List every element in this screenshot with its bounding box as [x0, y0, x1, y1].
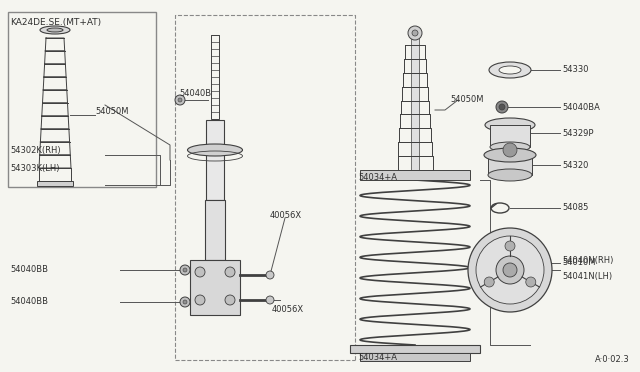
Text: 54085: 54085: [562, 203, 588, 212]
Ellipse shape: [47, 28, 63, 32]
Circle shape: [503, 143, 517, 157]
Circle shape: [180, 297, 190, 307]
Ellipse shape: [499, 66, 521, 74]
Ellipse shape: [490, 142, 530, 152]
Bar: [211, 35, 219, 119]
Text: 54050M: 54050M: [95, 108, 129, 116]
Circle shape: [175, 95, 185, 105]
Ellipse shape: [188, 144, 243, 156]
Text: A·0·02.3: A·0·02.3: [595, 356, 630, 365]
Text: 54040BB: 54040BB: [10, 298, 48, 307]
Text: 54302K(RH): 54302K(RH): [10, 145, 61, 154]
Circle shape: [468, 228, 552, 312]
Text: 54040N(RH): 54040N(RH): [562, 256, 613, 264]
Circle shape: [408, 26, 422, 40]
Text: 54040B: 54040B: [179, 89, 211, 98]
Circle shape: [266, 271, 274, 279]
Bar: [411, 35, 419, 170]
Circle shape: [225, 295, 235, 305]
Bar: [206, 120, 224, 200]
Ellipse shape: [488, 169, 532, 181]
Text: 54041N(LH): 54041N(LH): [562, 272, 612, 280]
Bar: [488, 155, 532, 175]
Text: 54040BA: 54040BA: [562, 103, 600, 112]
Ellipse shape: [485, 118, 535, 132]
Bar: [360, 170, 470, 180]
Circle shape: [195, 267, 205, 277]
Ellipse shape: [40, 26, 70, 34]
Circle shape: [195, 295, 205, 305]
Circle shape: [496, 101, 508, 113]
Circle shape: [496, 256, 524, 284]
Bar: [350, 345, 480, 353]
Circle shape: [476, 236, 544, 304]
Bar: [490, 125, 530, 147]
Text: 54010M: 54010M: [562, 258, 595, 267]
Circle shape: [526, 277, 536, 287]
Text: KA24DE.SE.(MT+AT): KA24DE.SE.(MT+AT): [10, 18, 101, 27]
Bar: [8, 12, 156, 187]
Circle shape: [503, 263, 517, 277]
Text: 54330: 54330: [562, 65, 589, 74]
Bar: [360, 353, 470, 361]
Circle shape: [183, 300, 187, 304]
Circle shape: [505, 241, 515, 251]
Bar: [205, 200, 225, 260]
Text: 54320: 54320: [562, 160, 588, 170]
Text: 54303K(LH): 54303K(LH): [10, 164, 60, 173]
Circle shape: [225, 267, 235, 277]
Circle shape: [183, 268, 187, 272]
Circle shape: [412, 30, 418, 36]
Circle shape: [178, 98, 182, 102]
Bar: [190, 260, 240, 315]
Circle shape: [266, 296, 274, 304]
Bar: [37, 181, 73, 186]
Text: 54034+A: 54034+A: [358, 353, 397, 362]
Text: 54040BB: 54040BB: [10, 266, 48, 275]
Text: 54034+A: 54034+A: [358, 173, 397, 182]
Circle shape: [484, 277, 494, 287]
Circle shape: [180, 265, 190, 275]
Text: 54050M: 54050M: [450, 96, 483, 105]
Text: 40056X: 40056X: [272, 305, 304, 314]
Text: 40056X: 40056X: [270, 211, 302, 219]
Text: 54329P: 54329P: [562, 128, 593, 138]
Ellipse shape: [489, 62, 531, 78]
Ellipse shape: [484, 148, 536, 162]
Circle shape: [499, 104, 505, 110]
